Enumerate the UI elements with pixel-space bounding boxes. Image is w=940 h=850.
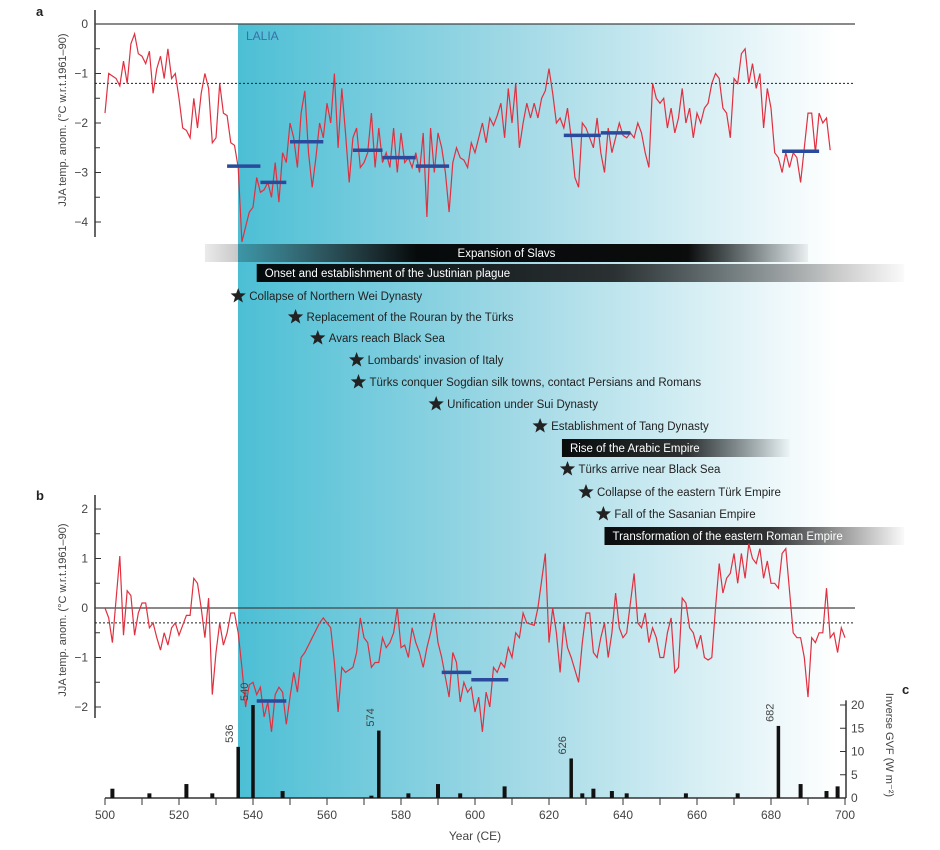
y-tick-label: −2 [74,700,88,714]
event-period-bar [604,527,905,545]
event-period-bar [561,439,790,457]
star-icon [287,309,304,324]
gvf-bar [369,795,374,798]
star-icon [428,396,444,411]
bar-year-label: 626 [557,736,569,754]
gvf-bar [251,705,255,798]
gvf-bar [110,788,115,798]
star-icon [578,484,594,499]
gvf-bar [776,725,781,798]
gvf-bar [280,791,285,798]
gvf-bar [683,793,688,798]
y-axis-title-a: JJA temp. anom. (°C w.r.t.1961–90) [57,33,69,206]
event-label: Lombards' invasion of Italy [368,355,504,367]
x-tick-label: 660 [687,808,707,822]
lalia-label: LALIA [246,29,279,43]
gvf-bar [609,791,614,798]
panel-b: 2 1 0 −1 −2 [74,495,855,732]
y-tick-label: 1 [81,552,88,566]
panel-label-a: a [36,4,44,19]
event-bar-label: Transformation of the eastern Roman Empi… [613,531,843,543]
x-tick-label: 640 [613,808,633,822]
bar-year-label: 682 [764,704,776,722]
y-tick-label: 2 [81,502,88,516]
event-label: Avars reach Black Sea [329,333,446,345]
event-bar-label: Rise of the Arabic Empire [570,443,700,455]
gvf-bar [591,788,596,798]
event-label: Replacement of the Rouran by the Türks [307,312,514,324]
y-axis-title-b: JJA temp. anom. (°C w.r.t.1961–90) [57,523,69,696]
gvf-bar [236,746,240,798]
y-tick-label: 0 [81,17,88,31]
x-tick-label: 500 [95,808,115,822]
y-tick-label: −1 [74,67,88,81]
star-icon [350,374,367,389]
event-label: Türks conquer Sogdian silk towns, contac… [369,377,701,389]
gvf-bar [406,793,411,798]
y-tick-label: 0 [81,601,88,615]
lalia-shading [238,24,838,798]
gvf-bar [147,793,152,798]
gvf-bar [377,730,381,798]
x-tick-label: 700 [835,808,855,822]
event-label: Fall of the Sasanian Empire [614,509,755,521]
right-y-tick-label: 15 [851,721,865,735]
star-icon [310,330,326,345]
star-icon [349,352,365,367]
star-icon [559,461,576,476]
panel-label-c: c [902,682,909,697]
x-tick-label: 580 [391,808,411,822]
event-label: Unification under Sui Dynasty [447,399,598,411]
right-y-tick-label: 5 [851,768,858,782]
right-y-tick-label: 10 [851,745,865,759]
x-tick-label: 560 [317,808,337,822]
events-timeline: Expansion of Slavs Onset and establishmen… [204,244,905,545]
event-bar-label: Expansion of Slavs [458,248,556,260]
event-label: Türks arrive near Black Sea [579,464,721,476]
gvf-bar [580,793,585,798]
y-tick-label: −3 [74,166,88,180]
y-tick-label: −2 [74,116,88,130]
gvf-bar [824,791,829,798]
x-tick-label: 520 [169,808,189,822]
x-tick-label: 620 [539,808,559,822]
gvf-bar [436,784,440,798]
bar-year-label: 540 [239,683,251,701]
right-y-tick-label: 20 [851,698,865,712]
star-icon [230,288,246,303]
x-tick-label: 540 [243,808,263,822]
gvf-bar [502,786,507,798]
temperature-series-line [104,543,846,732]
star-icon [595,506,611,521]
temperature-series-line [104,31,831,242]
y-tick-label: −1 [74,651,88,665]
panel-c: 500 520 540 560 580 600 620 640 660 680 700 0 5 10 15 2… [95,683,865,822]
star-icon [532,418,548,433]
right-y-tick-label: 0 [851,791,858,805]
event-label: Collapse of Northern Wei Dynasty [249,291,422,303]
x-tick-label: 600 [465,808,485,822]
gvf-bar [624,793,629,798]
gvf-bar [184,784,189,798]
x-axis-title: Year (CE) [449,829,501,843]
event-label: Establishment of Tang Dynasty [551,421,709,433]
event-period-bar [204,244,808,262]
gvf-bar [835,786,840,798]
gvf-bar [210,793,215,798]
panel-a: 0 −1 −2 −3 −4 [74,10,855,242]
gvf-bar [569,758,573,798]
x-tick-label: 680 [761,808,781,822]
bar-year-label: 574 [365,708,377,726]
event-period-bar [256,264,905,282]
panel-label-b: b [36,488,44,503]
y-tick-label: −4 [74,215,88,229]
y-axis-title-c: Inverse GVF (W m⁻²) [883,693,895,797]
gvf-bar [735,793,740,798]
event-bar-label: Onset and establishment of the Justinian… [265,268,511,280]
gvf-bar [458,793,463,798]
event-label: Collapse of the eastern Türk Empire [597,487,781,499]
gvf-bar [798,784,803,798]
bar-year-label: 536 [224,724,236,742]
